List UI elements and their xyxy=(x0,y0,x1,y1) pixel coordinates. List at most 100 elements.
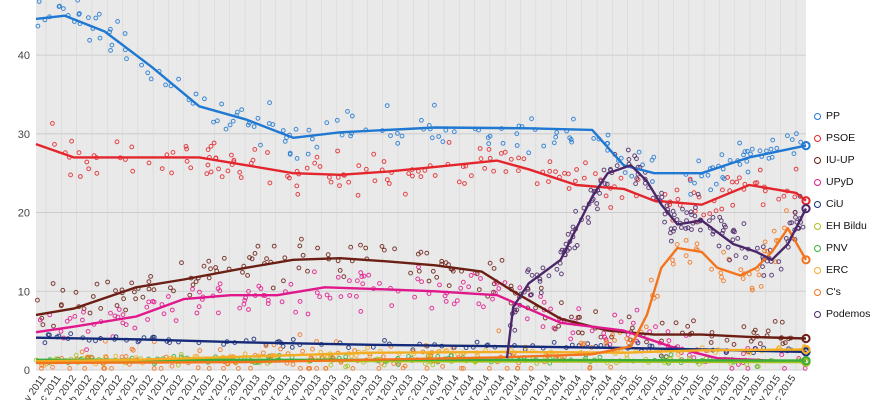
poll-dot xyxy=(551,325,557,331)
poll-dot xyxy=(793,214,798,220)
poll-dot xyxy=(524,316,530,322)
poll-dot xyxy=(297,332,303,338)
poll-dot xyxy=(270,285,276,291)
poll-dot xyxy=(551,140,557,146)
poll-dot xyxy=(312,269,317,275)
poll-dot xyxy=(773,259,778,265)
poll-dot xyxy=(720,228,726,233)
poll-dot xyxy=(348,133,354,139)
poll-dot xyxy=(239,107,245,112)
poll-dot xyxy=(358,242,363,248)
poll-dot xyxy=(76,12,82,17)
legend-label: UPyD xyxy=(826,176,854,189)
poll-dot xyxy=(346,179,352,185)
poll-dot xyxy=(159,166,165,172)
poll-dot xyxy=(791,151,797,157)
poll-dot xyxy=(745,169,751,175)
poll-dot xyxy=(725,244,731,250)
poll-dot xyxy=(474,339,480,345)
poll-dot xyxy=(406,171,412,176)
poll-dot xyxy=(604,181,610,187)
poll-dot xyxy=(280,128,286,133)
poll-dot xyxy=(86,166,92,172)
poll-dot xyxy=(297,299,303,304)
poll-dot xyxy=(576,306,582,312)
poll-dot xyxy=(90,294,96,299)
poll-dot xyxy=(247,255,252,260)
poll-dot xyxy=(317,164,323,169)
poll-dot xyxy=(581,175,587,181)
poll-dot xyxy=(490,296,495,302)
legend-item: EH Bildu xyxy=(814,215,870,237)
poll-dot xyxy=(566,171,571,177)
poll-dot xyxy=(741,351,746,357)
poll-dot xyxy=(458,285,464,291)
poll-dot xyxy=(217,288,223,294)
poll-dot xyxy=(554,130,560,135)
poll-dot xyxy=(782,225,787,231)
poll-dot xyxy=(671,212,677,218)
poll-dot xyxy=(201,263,207,269)
poll-dot xyxy=(683,253,689,259)
poll-dot xyxy=(169,170,175,176)
poll-dot xyxy=(323,366,329,371)
poll-dot xyxy=(415,276,421,282)
poll-dot xyxy=(737,175,742,181)
poll-dot xyxy=(193,91,199,97)
poll-dot xyxy=(446,140,452,145)
poll-dot xyxy=(377,281,382,286)
poll-dot xyxy=(587,366,593,371)
poll-dot xyxy=(460,279,466,285)
poll-dot xyxy=(541,299,547,305)
poll-dot xyxy=(170,150,176,155)
poll-dot xyxy=(195,365,201,371)
poll-dot xyxy=(205,147,211,153)
poll-dot xyxy=(451,129,457,135)
poll-dot xyxy=(418,174,424,180)
poll-dot xyxy=(96,11,102,17)
poll-dot xyxy=(618,155,624,161)
poll-dot xyxy=(717,214,723,220)
poll-dot xyxy=(440,364,446,369)
poll-dot xyxy=(741,221,747,227)
poll-dot xyxy=(619,195,625,201)
poll-dot xyxy=(285,173,290,179)
poll-dot xyxy=(626,314,632,320)
poll-dot xyxy=(749,285,755,291)
poll-dot xyxy=(570,224,576,230)
poll-dot xyxy=(400,365,406,371)
poll-dot xyxy=(624,336,630,342)
poll-dot xyxy=(179,260,184,266)
poll-dot xyxy=(347,293,353,298)
poll-dot xyxy=(733,253,739,259)
poll-dot xyxy=(546,179,551,185)
poll-dot xyxy=(338,294,344,300)
poll-dot xyxy=(630,325,635,331)
poll-dot xyxy=(591,136,597,141)
trend-line xyxy=(35,142,807,206)
legend-marker-icon xyxy=(814,112,821,120)
trend-line xyxy=(35,336,807,354)
poll-dot xyxy=(197,348,203,354)
poll-dot xyxy=(589,328,595,334)
poll-dot xyxy=(60,287,66,293)
poll-dot xyxy=(187,292,193,298)
poll-dot xyxy=(533,305,538,311)
poll-dot xyxy=(360,281,366,287)
poll-dot xyxy=(696,194,702,200)
poll-dot xyxy=(280,344,286,349)
poll-dot xyxy=(776,259,782,265)
poll-dot xyxy=(553,169,558,175)
legend-item: IU-UP xyxy=(814,149,870,171)
poll-dot xyxy=(278,346,284,352)
poll-dot xyxy=(487,133,493,139)
poll-dot xyxy=(707,211,713,217)
poll-dot xyxy=(719,152,725,158)
poll-dot xyxy=(670,261,676,267)
poll-dot xyxy=(671,228,676,234)
poll-dot xyxy=(245,273,251,278)
poll-dot xyxy=(760,244,766,250)
poll-dot xyxy=(634,307,640,313)
poll-dot xyxy=(547,168,553,174)
poll-dot xyxy=(454,298,460,304)
